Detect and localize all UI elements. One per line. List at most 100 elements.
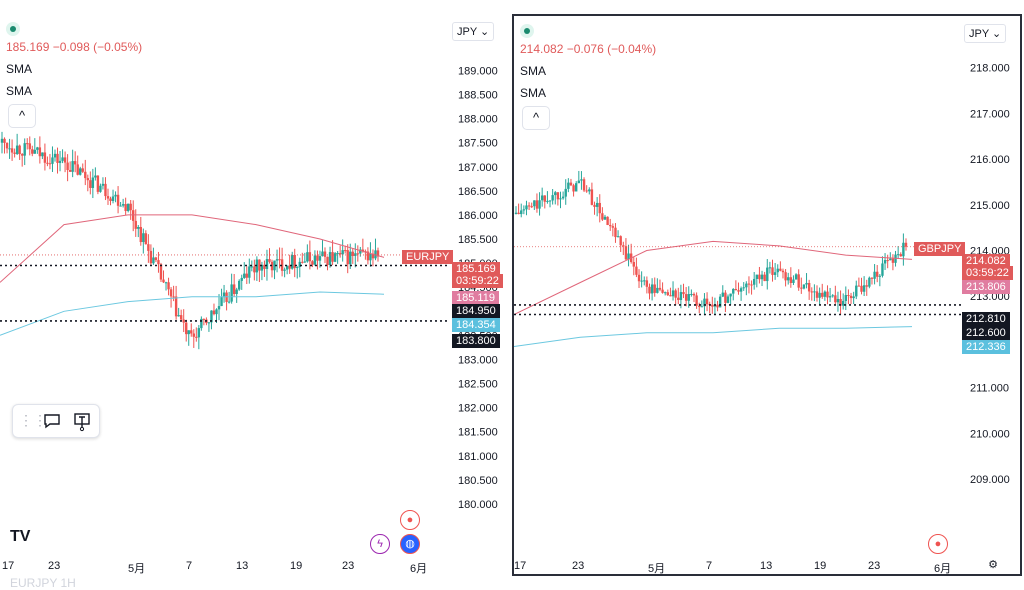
price-tick-label: 187.000 — [458, 162, 498, 174]
candle-body — [896, 254, 900, 256]
price-tick-label: 217.000 — [970, 108, 1010, 120]
currency-label: JPY — [969, 28, 989, 40]
candle-body — [202, 318, 206, 320]
time-axis-label: 6月 — [410, 563, 428, 575]
price-tag: 212.600 — [962, 326, 1010, 340]
candle-body — [66, 162, 69, 170]
candle-body — [328, 252, 332, 265]
record-icon[interactable]: ● — [400, 510, 420, 530]
price-tag: 03:59:22 — [962, 266, 1013, 280]
collapse-legend-button[interactable]: ^ — [8, 104, 36, 128]
candle-body — [3, 138, 6, 143]
candle-body — [692, 293, 696, 296]
candle-body — [674, 290, 677, 298]
candle-body — [260, 264, 264, 271]
drag-handle-icon[interactable]: ⋮⋮ — [19, 412, 47, 428]
candle-body — [185, 322, 188, 335]
text-tool-icon[interactable] — [73, 412, 91, 435]
candle-body — [695, 295, 698, 306]
record-icon[interactable]: ● — [928, 534, 948, 554]
floating-drawing-toolbar[interactable]: ⋮⋮ — [12, 404, 100, 438]
sma-indicator-label[interactable]: SMA — [520, 64, 547, 78]
candle-body — [726, 296, 730, 303]
candle-body — [101, 183, 105, 186]
price-tick-label: 209.000 — [970, 474, 1010, 486]
candle-body — [23, 143, 26, 156]
candle-body — [763, 274, 766, 282]
candle-body — [76, 164, 79, 175]
candle-body — [306, 252, 309, 262]
collapse-legend-button[interactable]: ^ — [522, 106, 550, 130]
globe-icon[interactable]: ◍ — [400, 534, 420, 554]
candle-body — [336, 253, 339, 255]
candle-body — [839, 298, 842, 306]
price-tick-label: 185.500 — [458, 234, 498, 246]
candle-body — [68, 169, 72, 172]
candle-body — [601, 213, 604, 220]
candle-body — [669, 295, 672, 297]
currency-selector[interactable]: JPY ⌄ — [964, 24, 1007, 43]
gbpjpy-plot[interactable] — [514, 16, 962, 574]
candle-body — [147, 244, 150, 251]
candle-body — [8, 148, 11, 150]
candle-body — [640, 280, 643, 282]
candle-body — [311, 261, 314, 265]
sma-indicator-label[interactable]: SMA — [6, 84, 33, 98]
candle-body — [656, 287, 659, 293]
candle-body — [886, 260, 889, 262]
candle-body — [747, 283, 751, 285]
sma-indicator-label[interactable]: SMA — [6, 62, 33, 76]
candle-body — [538, 200, 541, 209]
candle-body — [172, 296, 175, 298]
candle-body — [700, 306, 704, 308]
candle-body — [13, 152, 16, 154]
candle-body — [760, 274, 764, 280]
candle-body — [263, 264, 266, 269]
eurjpy-plot[interactable] — [0, 14, 450, 576]
candle-body — [31, 149, 34, 154]
currency-selector[interactable]: JPY ⌄ — [452, 22, 495, 41]
candle-body — [818, 292, 821, 298]
candle-body — [278, 259, 281, 261]
candle-body — [580, 179, 583, 181]
eurjpy-chart-pane[interactable]: 189.000 188.500 188.000 187.500 187.000 186.5… — [0, 14, 508, 590]
candle-body — [575, 183, 578, 192]
candle-body — [703, 298, 706, 307]
candle-body — [20, 154, 24, 156]
candle-body — [883, 260, 887, 264]
candle-body — [10, 148, 14, 153]
candle-body — [525, 205, 528, 210]
candle-body — [91, 177, 95, 188]
comment-icon[interactable] — [43, 412, 61, 433]
candle-body — [265, 259, 269, 269]
candle-body — [606, 216, 609, 226]
candle-body — [179, 315, 183, 320]
candle-body — [758, 274, 761, 280]
candle-body — [619, 236, 622, 246]
candle-body — [129, 203, 132, 211]
candle-body — [577, 180, 581, 184]
candle-body — [698, 305, 701, 307]
candle-body — [530, 206, 533, 208]
candle-body — [111, 196, 115, 201]
settings-icon[interactable]: ⚙ — [988, 559, 998, 571]
candle-body — [235, 289, 238, 294]
price-tick-label: 210.000 — [970, 428, 1010, 440]
candle-body — [126, 203, 130, 211]
time-axis-label: 5月 — [128, 563, 146, 575]
candle-body — [139, 226, 142, 243]
candle-body — [855, 285, 858, 297]
candle-body — [677, 297, 680, 301]
candle-body — [616, 236, 620, 238]
candle-body — [784, 272, 787, 281]
lightning-icon[interactable]: ϟ — [370, 534, 390, 554]
candle-body — [58, 160, 62, 163]
candle-body — [734, 289, 738, 291]
sma-indicator-label[interactable]: SMA — [520, 86, 547, 100]
gbpjpy-chart-pane[interactable]: 218.000 217.000 216.000 215.000 214.000 213.0… — [512, 14, 1022, 576]
candle-body — [361, 249, 365, 252]
candle-body — [810, 291, 813, 293]
candle-body — [543, 195, 546, 202]
candle-body — [718, 296, 722, 308]
gbpjpy-price-axis[interactable]: 218.000217.000216.000215.000214.000213.0… — [962, 16, 1020, 574]
